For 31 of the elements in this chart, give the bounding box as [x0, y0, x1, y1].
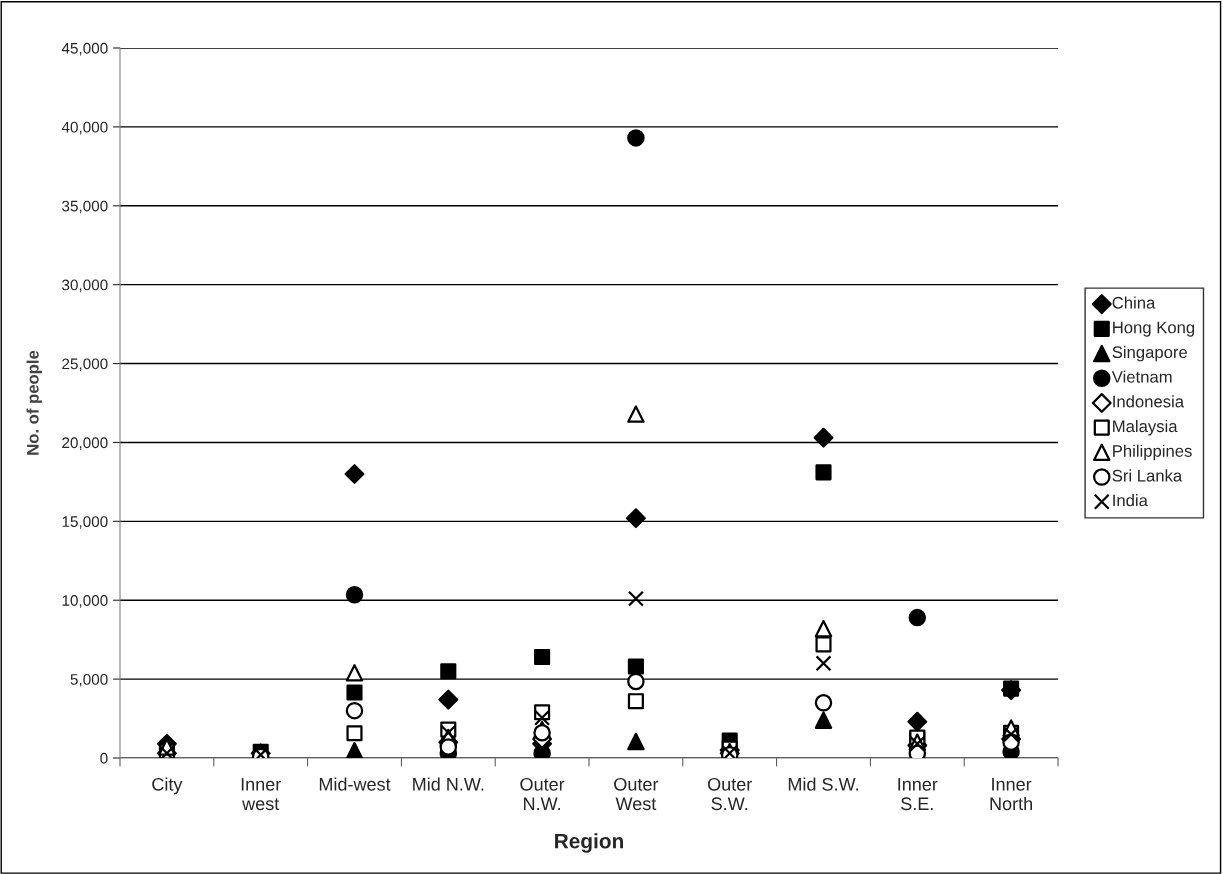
- legend-label: Philippines: [1113, 444, 1192, 461]
- x-tick-label: Mid N.W.: [413, 777, 484, 791]
- x-tick-label: Inner west: [241, 778, 281, 811]
- y-tick-label: 0: [100, 752, 108, 764]
- x-tick-label: Inner North: [990, 778, 1033, 811]
- x-tick-label: Outer West: [614, 777, 659, 811]
- x-tick-label: Inner S.E.: [898, 778, 938, 811]
- y-tick-label: 45,000: [61, 42, 108, 56]
- y-axis-title: No. of people: [26, 350, 43, 455]
- legend-label: Singapore: [1112, 345, 1187, 362]
- legend-label: Indonesia: [1113, 395, 1185, 408]
- legend-label: Vietnam: [1111, 370, 1172, 383]
- x-tick-label: City: [152, 777, 183, 795]
- legend-label: Malaysia: [1113, 419, 1178, 436]
- y-tick-label: 20,000: [62, 437, 108, 450]
- legend-label: Sri Lanka: [1112, 469, 1183, 482]
- y-tick-label: 25,000: [62, 358, 108, 372]
- x-axis-title: Region: [555, 833, 624, 853]
- x-tick-label: Mid-west: [319, 777, 391, 791]
- x-tick-label: Mid S.W.: [788, 777, 858, 791]
- legend-label: India: [1113, 494, 1148, 507]
- y-tick-label: 30,000: [62, 279, 108, 293]
- y-tick-label: 35,000: [62, 200, 108, 214]
- legend-label: China: [1112, 296, 1156, 309]
- y-tick-label: 40,000: [61, 121, 108, 135]
- legend-label: Hong Kong: [1113, 321, 1195, 337]
- y-tick-label: 15,000: [62, 516, 108, 529]
- x-tick-label: Outer N.W.: [520, 777, 565, 810]
- y-tick-label: 10,000: [62, 595, 108, 608]
- x-tick-label: Outer S.W.: [707, 777, 752, 811]
- y-tick-label: 5,000: [70, 673, 108, 687]
